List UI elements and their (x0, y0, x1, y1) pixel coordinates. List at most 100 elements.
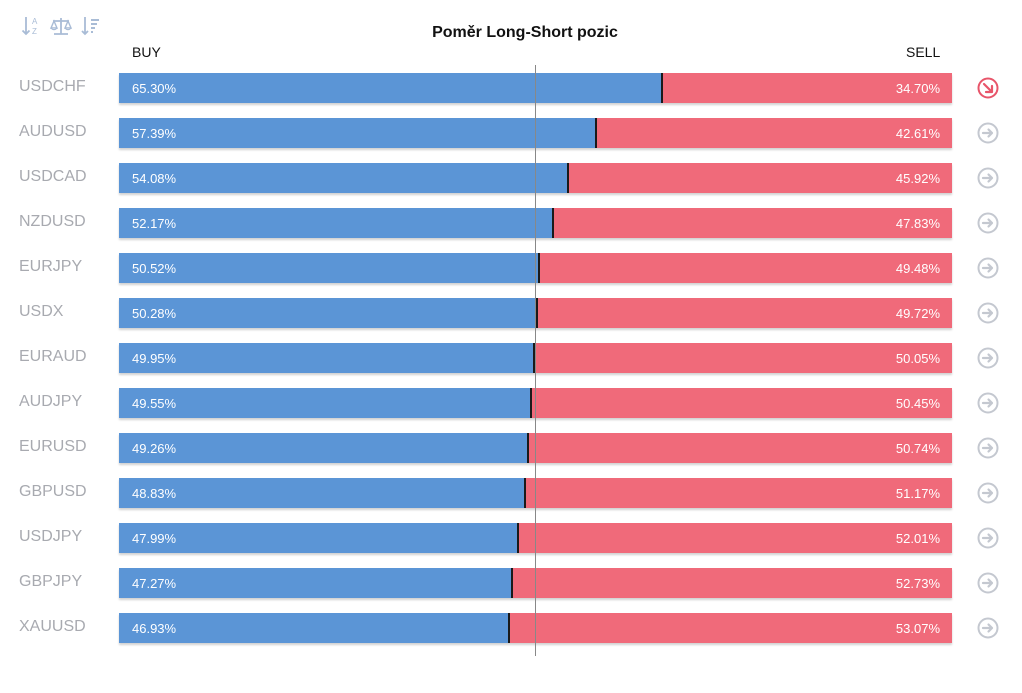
ratio-bar[interactable]: 49.26% 50.74% (119, 433, 952, 463)
fifty-percent-line (535, 65, 536, 656)
buy-percent-label: 52.17% (132, 216, 177, 231)
pair-row: EURAUD 49.95% 50.05% (0, 343, 1022, 373)
pair-row: USDX 50.28% 49.72% (0, 298, 1022, 328)
svg-text:Z: Z (32, 27, 37, 36)
buy-segment (119, 478, 526, 508)
pair-row: GBPJPY 47.27% 52.73% (0, 568, 1022, 598)
pair-symbol[interactable]: XAUUSD (19, 618, 86, 635)
sell-segment (531, 388, 952, 418)
buy-segment (119, 433, 530, 463)
pair-symbol[interactable]: USDJPY (19, 528, 83, 545)
buy-percent-label: 57.39% (132, 126, 177, 141)
arrow-right-icon[interactable] (977, 302, 999, 324)
arrow-right-icon[interactable] (977, 347, 999, 369)
ratio-bar[interactable]: 52.17% 47.83% (119, 208, 952, 238)
sell-segment (662, 73, 952, 103)
pair-row: USDJPY 47.99% 52.01% (0, 523, 1022, 553)
pair-row: AUDUSD 57.39% 42.61% (0, 118, 1022, 148)
ratio-bar[interactable]: 48.83% 51.17% (119, 478, 952, 508)
buy-segment (119, 253, 540, 283)
sell-segment (525, 478, 952, 508)
buy-percent-label: 50.28% (132, 306, 177, 321)
sell-percent-label: 52.73% (895, 576, 940, 591)
balance-scale-icon[interactable] (50, 14, 72, 38)
sell-percent-label: 50.74% (895, 441, 940, 456)
pair-row: USDCAD 54.08% 45.92% (0, 163, 1022, 193)
sell-segment (539, 253, 952, 283)
sell-percent-label: 50.45% (895, 396, 940, 411)
pair-symbol[interactable]: AUDUSD (19, 123, 87, 140)
pair-symbol[interactable]: USDX (19, 303, 64, 320)
arrow-right-icon[interactable] (977, 437, 999, 459)
sort-value-icon[interactable] (80, 14, 102, 38)
ratio-bar[interactable]: 49.95% 50.05% (119, 343, 952, 373)
buy-percent-label: 54.08% (132, 171, 177, 186)
svg-text:A: A (32, 17, 38, 26)
sell-label: SELL (906, 44, 941, 60)
sell-percent-label: 52.01% (895, 531, 940, 546)
ratio-bar[interactable]: 54.08% 45.92% (119, 163, 952, 193)
sell-percent-label: 49.72% (895, 306, 940, 321)
ratio-bar[interactable]: 46.93% 53.07% (119, 613, 952, 643)
pair-row: XAUUSD 46.93% 53.07% (0, 613, 1022, 643)
buy-segment (119, 388, 532, 418)
buy-percent-label: 49.95% (132, 351, 177, 366)
pair-symbol[interactable]: NZDUSD (19, 213, 86, 230)
sell-segment (529, 433, 952, 463)
sell-percent-label: 47.83% (895, 216, 940, 231)
ratio-bar[interactable]: 50.28% 49.72% (119, 298, 952, 328)
buy-segment (119, 163, 570, 193)
sell-percent-label: 34.70% (895, 81, 940, 96)
sell-percent-label: 49.48% (895, 261, 940, 276)
pair-symbol[interactable]: EURJPY (19, 258, 83, 275)
buy-segment (119, 208, 554, 238)
buy-percent-label: 48.83% (132, 486, 177, 501)
arrow-down-right-icon[interactable] (977, 77, 999, 99)
buy-segment (119, 343, 536, 373)
buy-segment (119, 298, 538, 328)
buy-segment (119, 73, 663, 103)
arrow-right-icon[interactable] (977, 617, 999, 639)
buy-segment (119, 523, 519, 553)
ratio-bar[interactable]: 50.52% 49.48% (119, 253, 952, 283)
buy-percent-label: 49.55% (132, 396, 177, 411)
sell-segment (537, 298, 952, 328)
buy-label: BUY (132, 44, 161, 60)
buy-percent-label: 50.52% (132, 261, 177, 276)
sell-segment (597, 118, 952, 148)
pair-row: USDCHF 65.30% 34.70% (0, 73, 1022, 103)
arrow-right-icon[interactable] (977, 212, 999, 234)
arrow-right-icon[interactable] (977, 527, 999, 549)
pair-symbol[interactable]: GBPUSD (19, 483, 87, 500)
pair-row: EURJPY 50.52% 49.48% (0, 253, 1022, 283)
arrow-right-icon[interactable] (977, 572, 999, 594)
pair-symbol[interactable]: USDCHF (19, 78, 86, 95)
ratio-bar[interactable]: 49.55% 50.45% (119, 388, 952, 418)
buy-segment (119, 568, 513, 598)
sell-percent-label: 53.07% (895, 621, 940, 636)
sell-segment (512, 568, 952, 598)
sell-segment (518, 523, 952, 553)
sell-segment (509, 613, 952, 643)
buy-percent-label: 46.93% (132, 621, 177, 636)
ratio-bar[interactable]: 57.39% 42.61% (119, 118, 952, 148)
ratio-bar[interactable]: 65.30% 34.70% (119, 73, 952, 103)
arrow-right-icon[interactable] (977, 122, 999, 144)
arrow-right-icon[interactable] (977, 167, 999, 189)
pair-row: AUDJPY 49.55% 50.45% (0, 388, 1022, 418)
sell-percent-label: 51.17% (895, 486, 940, 501)
buy-percent-label: 47.99% (132, 531, 177, 546)
arrow-right-icon[interactable] (977, 482, 999, 504)
ratio-bar[interactable]: 47.99% 52.01% (119, 523, 952, 553)
sell-segment (569, 163, 952, 193)
pair-symbol[interactable]: GBPJPY (19, 573, 83, 590)
pair-symbol[interactable]: AUDJPY (19, 393, 83, 410)
sort-alpha-icon[interactable]: A Z (20, 14, 42, 38)
arrow-right-icon[interactable] (977, 392, 999, 414)
pair-symbol[interactable]: USDCAD (19, 168, 87, 185)
pair-symbol[interactable]: EURAUD (19, 348, 87, 365)
pair-symbol[interactable]: EURUSD (19, 438, 87, 455)
buy-percent-label: 47.27% (132, 576, 177, 591)
arrow-right-icon[interactable] (977, 257, 999, 279)
ratio-bar[interactable]: 47.27% 52.73% (119, 568, 952, 598)
